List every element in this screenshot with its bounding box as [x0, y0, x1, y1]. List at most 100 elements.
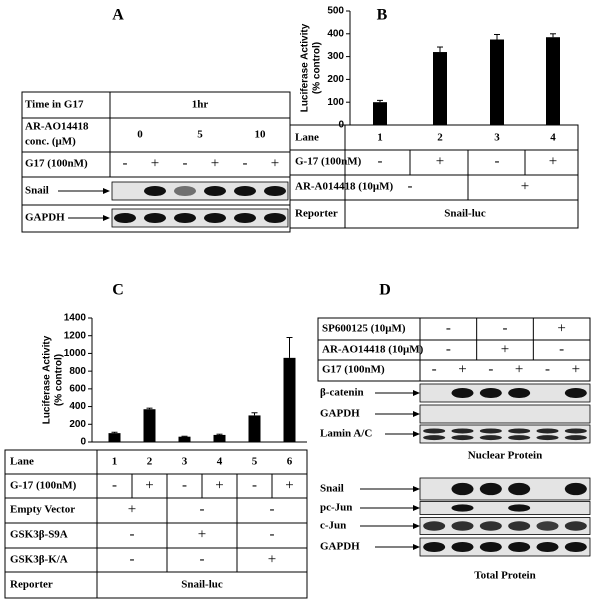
band [264, 185, 286, 197]
band [264, 212, 286, 224]
label: SP600125 (10μM) [322, 323, 406, 335]
treatment-sign: + [198, 526, 206, 542]
y-tick-label: 400 [327, 28, 344, 39]
label: Snail-luc [181, 579, 223, 591]
y-axis-label: (% control) [54, 354, 65, 406]
y-axis-label: (% control) [312, 42, 323, 94]
band [451, 435, 474, 441]
lane-number: 1 [112, 456, 118, 468]
label: 0 [137, 129, 143, 141]
band [234, 212, 256, 224]
band [451, 482, 474, 496]
label: AR-AO14418 [25, 121, 89, 133]
blot [419, 383, 591, 403]
label: β-catenin [320, 387, 364, 399]
label: G17 (100nM) [322, 364, 385, 376]
treatment-sign: + [128, 501, 136, 517]
band [508, 482, 531, 496]
band [451, 541, 474, 553]
treatment-sign: - [559, 341, 564, 357]
label: Snail [320, 483, 344, 495]
band [479, 482, 502, 496]
treatment-sign: - [112, 477, 117, 493]
band [536, 428, 559, 434]
band [564, 428, 587, 434]
band [423, 435, 446, 441]
band [508, 504, 531, 512]
treatment-sign: + [501, 341, 509, 357]
bar [108, 433, 121, 442]
treatment-sign: - [432, 361, 437, 377]
y-tick-label: 1200 [64, 330, 87, 341]
treatment-sign: + [211, 155, 219, 171]
arrow-head [413, 390, 420, 396]
band [423, 428, 446, 434]
lane-number: 4 [217, 456, 223, 468]
band [564, 482, 587, 496]
panel-label: A [112, 7, 124, 24]
label: Total Protein [474, 570, 535, 582]
label: Lamin A/C [320, 428, 372, 440]
bar [178, 436, 191, 442]
band [204, 212, 226, 224]
label: Snail [25, 185, 49, 197]
treatment-sign: - [243, 155, 248, 171]
treatment-sign: - [182, 477, 187, 493]
treatment-sign: - [495, 153, 500, 169]
y-tick-label: 200 [327, 74, 344, 85]
label: c-Jun [320, 520, 346, 532]
treatment-sign: + [521, 178, 529, 194]
band [536, 435, 559, 441]
band [479, 387, 502, 399]
y-tick-label: 1000 [64, 348, 87, 359]
treatment-sign: + [268, 551, 276, 567]
band [564, 435, 587, 441]
lane-number: 5 [252, 456, 258, 468]
label: GAPDH [25, 212, 65, 224]
table-border [289, 124, 579, 229]
treatment-sign: + [515, 361, 523, 377]
label: G17 (100nM) [25, 158, 88, 170]
band [174, 185, 196, 197]
blot [111, 208, 289, 228]
y-axis-label: Luciferase Activity [300, 23, 311, 112]
band [451, 428, 474, 434]
label: G-17 (100nM) [295, 156, 362, 168]
lane-number: 4 [550, 132, 556, 144]
label: G-17 (100nM) [10, 480, 77, 492]
label: AR-A014418 (10μM) [295, 181, 394, 193]
blot [419, 404, 591, 424]
band [174, 212, 196, 224]
lane-number: 2 [147, 456, 153, 468]
treatment-sign: + [285, 477, 293, 493]
bar [433, 52, 447, 125]
treatment-sign: + [557, 320, 565, 336]
treatment-sign: - [446, 320, 451, 336]
treatment-sign: + [215, 477, 223, 493]
label: GAPDH [320, 541, 360, 553]
band [451, 521, 474, 531]
label: Reporter [10, 579, 53, 591]
bar [490, 39, 504, 125]
band [234, 185, 256, 197]
arrow-head [413, 431, 420, 437]
treatment-sign: - [123, 155, 128, 171]
label: Lane [10, 456, 34, 468]
label: GAPDH [320, 408, 360, 420]
band [508, 541, 531, 553]
label: pc-Jun [320, 502, 352, 514]
treatment-sign: - [130, 551, 135, 567]
panel-label: B [377, 7, 388, 24]
y-tick-label: 300 [327, 51, 344, 62]
label: 5 [197, 129, 203, 141]
lane-number: 3 [494, 132, 500, 144]
band [564, 387, 587, 399]
label: Empty Vector [10, 504, 75, 516]
lane-number: 6 [287, 456, 293, 468]
blot [419, 517, 591, 535]
blot [419, 477, 591, 501]
band [536, 541, 559, 553]
treatment-sign: - [252, 477, 257, 493]
treatment-sign: - [183, 155, 188, 171]
label: Reporter [295, 208, 338, 220]
